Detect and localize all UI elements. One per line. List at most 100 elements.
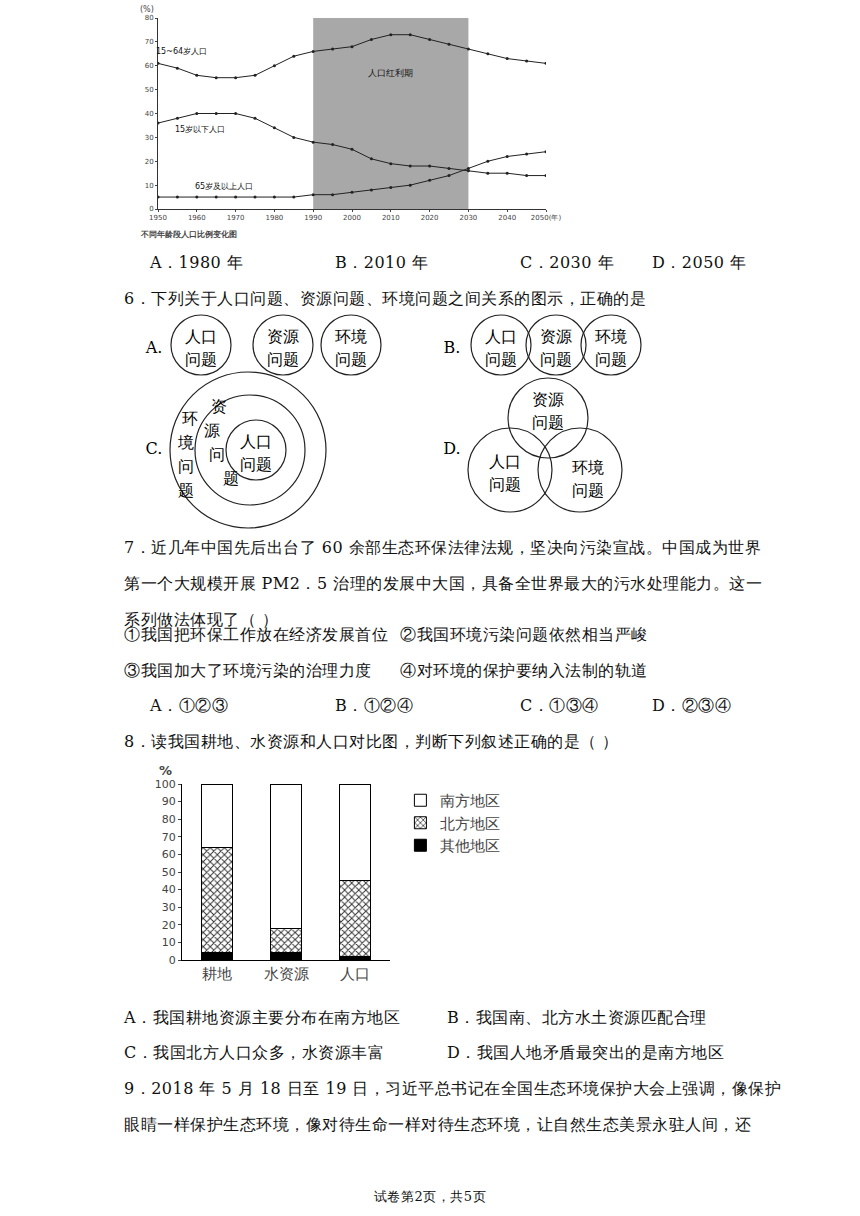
svg-text:水资源: 水资源 — [264, 965, 309, 983]
svg-text:C.: C. — [146, 439, 163, 458]
html-text:眼睛一样保护生态环境，像对待生命一样对待生态环境，让自然生态: 眼睛一样保护生态环境，像对待生命一样对待生态环境，让自然生态美景永驻人间，还 — [124, 1115, 751, 1134]
html-text:②我国环境污染问题依然相当严峻: ②我国环境污染问题依然相当严峻 — [400, 625, 648, 644]
svg-text:50: 50 — [162, 866, 176, 879]
html-text:D．②③④: D．②③④ — [652, 696, 732, 715]
svg-text:90: 90 — [162, 795, 176, 808]
svg-text:资源: 资源 — [267, 327, 299, 346]
svg-text:2000: 2000 — [343, 214, 361, 222]
svg-text:问: 问 — [178, 457, 194, 476]
html-text:B．①②④: B．①②④ — [335, 696, 414, 715]
svg-text:其他地区: 其他地区 — [440, 837, 500, 855]
svg-text:%: % — [159, 763, 172, 778]
svg-text:问题: 问题 — [185, 350, 217, 369]
svg-text:资: 资 — [211, 397, 227, 416]
svg-text:不同年龄段人口比例变化图: 不同年龄段人口比例变化图 — [140, 229, 237, 239]
svg-text:人口: 人口 — [485, 327, 517, 346]
svg-text:80: 80 — [162, 813, 176, 826]
svg-text:40: 40 — [145, 110, 154, 118]
svg-text:70: 70 — [162, 831, 176, 844]
html-text:C．我国北方人口众多，水资源丰富: C．我国北方人口众多，水资源丰富 — [124, 1043, 385, 1062]
html-text:A．我国耕地资源主要分布在南方地区: A．我国耕地资源主要分布在南方地区 — [124, 1008, 401, 1027]
svg-text:60: 60 — [145, 62, 154, 70]
html-text:6．下列关于人口问题、资源问题、环境问题之间关系的图示，正确: 6．下列关于人口问题、资源问题、环境问题之间关系的图示，正确的是 — [124, 289, 647, 308]
svg-text:(%): (%) — [140, 5, 154, 14]
svg-text:1950: 1950 — [149, 214, 167, 222]
html-text:第一个大规模开展 PM2．5 治理的发展中大国，具备全世界最: 第一个大规模开展 PM2．5 治理的发展中大国，具备全世界最大的污水处理能力。这… — [124, 574, 763, 593]
svg-text:环境: 环境 — [572, 458, 604, 477]
svg-text:人口: 人口 — [340, 965, 370, 983]
svg-text:问题: 问题 — [572, 481, 604, 500]
svg-text:50: 50 — [145, 86, 154, 94]
svg-text:100: 100 — [155, 778, 176, 791]
html-text:B．我国南、北方水土资源匹配合理: B．我国南、北方水土资源匹配合理 — [447, 1008, 707, 1027]
svg-text:30: 30 — [145, 134, 154, 142]
svg-text:15~64岁人口: 15~64岁人口 — [156, 47, 207, 56]
svg-text:2020: 2020 — [421, 214, 439, 222]
svg-text:问题: 问题 — [532, 413, 564, 432]
svg-text:A.: A. — [145, 338, 163, 357]
html-text:A．①②③: A．①②③ — [150, 696, 229, 715]
svg-text:15岁以下人口: 15岁以下人口 — [175, 125, 225, 134]
svg-text:10: 10 — [162, 936, 176, 949]
html-text:8．读我国耕地、水资源和人口对比图，判断下列叙述正确的是（: 8．读我国耕地、水资源和人口对比图，判断下列叙述正确的是（ ） — [124, 732, 619, 751]
html-text:C．①③④: C．①③④ — [520, 696, 599, 715]
svg-text:2050(年): 2050(年) — [531, 214, 562, 222]
svg-text:南方地区: 南方地区 — [440, 792, 500, 810]
html-text:D．2050 年: D．2050 年 — [652, 253, 747, 272]
svg-text:2030: 2030 — [459, 214, 477, 222]
svg-text:60: 60 — [162, 848, 176, 861]
svg-text:问题: 问题 — [240, 455, 272, 474]
html-text:①我国把环保工作放在经济发展首位: ①我国把环保工作放在经济发展首位 — [124, 625, 388, 644]
svg-text:题: 题 — [223, 469, 239, 488]
html-text:B．2010 年: B．2010 年 — [335, 253, 429, 272]
svg-text:70: 70 — [145, 38, 154, 46]
svg-text:1970: 1970 — [227, 214, 245, 222]
html-text:D．我国人地矛盾最突出的是南方地区: D．我国人地矛盾最突出的是南方地区 — [447, 1043, 725, 1062]
svg-text:人口: 人口 — [489, 452, 521, 471]
svg-text:10: 10 — [145, 182, 154, 190]
svg-text:65岁及以上人口: 65岁及以上人口 — [195, 182, 253, 191]
html-text:9．2018 年 5 月 18 日至 19 日，习近平总书记: 9．2018 年 5 月 18 日至 19 日，习近平总书记在全国生态环境保护大… — [124, 1079, 782, 1098]
svg-text:问题: 问题 — [595, 350, 627, 369]
svg-text:80: 80 — [145, 14, 154, 22]
svg-text:1960: 1960 — [188, 214, 206, 222]
svg-text:D.: D. — [443, 439, 460, 458]
html-text:A．1980 年: A．1980 年 — [150, 253, 244, 272]
svg-text:问: 问 — [209, 445, 225, 464]
svg-text:资源: 资源 — [532, 390, 564, 409]
svg-text:1980: 1980 — [265, 214, 283, 222]
svg-text:B.: B. — [444, 338, 461, 357]
svg-text:环: 环 — [182, 409, 198, 428]
svg-text:1990: 1990 — [304, 214, 322, 222]
svg-text:0: 0 — [149, 205, 153, 213]
svg-text:耕地: 耕地 — [202, 965, 232, 983]
svg-text:北方地区: 北方地区 — [440, 815, 500, 833]
svg-text:源: 源 — [204, 421, 220, 440]
svg-text:20: 20 — [162, 919, 176, 932]
html-text:④对环境的保护要纳入法制的轨道: ④对环境的保护要纳入法制的轨道 — [400, 661, 648, 680]
svg-text:2010: 2010 — [382, 214, 400, 222]
svg-text:人口: 人口 — [185, 327, 217, 346]
html-text:7．近几年中国先后出台了 60 余部生态环保法律法规，坚决向: 7．近几年中国先后出台了 60 余部生态环保法律法规，坚决向污染宣战。中国成为世… — [124, 538, 762, 557]
svg-text:人口: 人口 — [240, 432, 272, 451]
html-text:试卷第2页，共5页: 试卷第2页，共5页 — [374, 1189, 486, 1204]
svg-text:问题: 问题 — [267, 350, 299, 369]
svg-text:资源: 资源 — [540, 327, 572, 346]
svg-text:环境: 环境 — [335, 327, 367, 346]
html-text:C．2030 年: C．2030 年 — [520, 253, 614, 272]
svg-text:20: 20 — [145, 158, 154, 166]
svg-text:40: 40 — [162, 883, 176, 896]
svg-text:问题: 问题 — [335, 350, 367, 369]
svg-text:人口红利期: 人口红利期 — [368, 68, 413, 78]
svg-text:30: 30 — [162, 901, 176, 914]
svg-text:问题: 问题 — [540, 350, 572, 369]
svg-text:环境: 环境 — [595, 327, 627, 346]
svg-text:问题: 问题 — [489, 475, 521, 494]
svg-text:题: 题 — [178, 481, 194, 500]
html-text:系列做法体现了（ ）: 系列做法体现了（ ） — [124, 610, 279, 629]
svg-text:境: 境 — [177, 433, 194, 452]
svg-text:0: 0 — [169, 954, 176, 967]
svg-text:问题: 问题 — [485, 350, 517, 369]
html-text:③我国加大了环境污染的治理力度: ③我国加大了环境污染的治理力度 — [124, 661, 372, 680]
svg-text:2040: 2040 — [498, 214, 516, 222]
